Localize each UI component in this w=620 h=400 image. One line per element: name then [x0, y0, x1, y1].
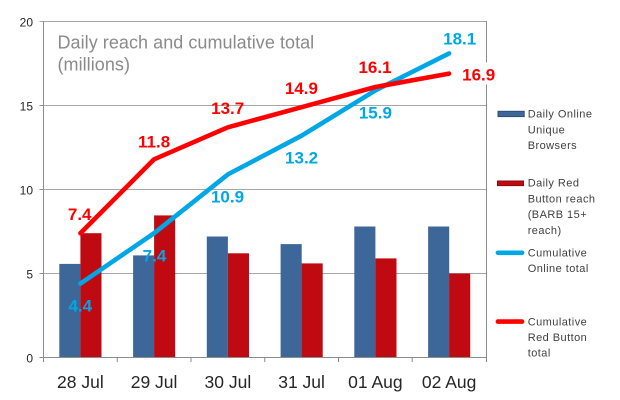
svg-text:14.9: 14.9 — [285, 79, 318, 98]
svg-text:Daily reach and cumulative tot: Daily reach and cumulative total — [58, 33, 315, 53]
svg-text:Daily Online: Daily Online — [528, 109, 593, 121]
svg-text:(millions): (millions) — [58, 55, 131, 75]
svg-text:Online total: Online total — [528, 263, 589, 275]
svg-text:5: 5 — [26, 268, 33, 282]
svg-text:16.9: 16.9 — [462, 66, 495, 85]
svg-text:13.2: 13.2 — [285, 148, 318, 167]
svg-text:7.4: 7.4 — [68, 205, 92, 224]
svg-text:29 Jul: 29 Jul — [131, 372, 178, 392]
svg-text:16.1: 16.1 — [358, 58, 391, 77]
svg-text:31 Jul: 31 Jul — [278, 372, 325, 392]
svg-text:10.9: 10.9 — [211, 187, 244, 206]
svg-text:28 Jul: 28 Jul — [57, 372, 104, 392]
svg-text:15: 15 — [20, 100, 34, 114]
svg-text:(BARB 15+: (BARB 15+ — [528, 209, 587, 221]
svg-text:01 Aug: 01 Aug — [348, 372, 403, 392]
svg-text:0: 0 — [26, 352, 33, 366]
svg-text:total: total — [528, 348, 551, 360]
svg-text:11.8: 11.8 — [138, 132, 170, 151]
svg-text:15.9: 15.9 — [359, 103, 392, 122]
svg-text:20: 20 — [20, 16, 34, 30]
svg-text:13.7: 13.7 — [211, 99, 244, 118]
svg-text:4.4: 4.4 — [68, 296, 92, 315]
svg-text:Browsers: Browsers — [528, 140, 577, 152]
svg-text:30 Jul: 30 Jul — [205, 372, 252, 392]
svg-text:Unique: Unique — [528, 124, 566, 136]
svg-text:7.4: 7.4 — [143, 246, 167, 265]
svg-text:Daily Red: Daily Red — [528, 178, 580, 190]
svg-text:Red Button: Red Button — [528, 332, 588, 344]
svg-text:Button reach: Button reach — [528, 193, 596, 205]
svg-text:02 Aug: 02 Aug — [422, 372, 477, 392]
svg-text:Cumulative: Cumulative — [528, 248, 588, 260]
svg-text:Cumulative: Cumulative — [528, 316, 588, 328]
svg-text:18.1: 18.1 — [443, 30, 476, 49]
svg-text:10: 10 — [20, 184, 34, 198]
svg-text:reach): reach) — [528, 225, 562, 237]
